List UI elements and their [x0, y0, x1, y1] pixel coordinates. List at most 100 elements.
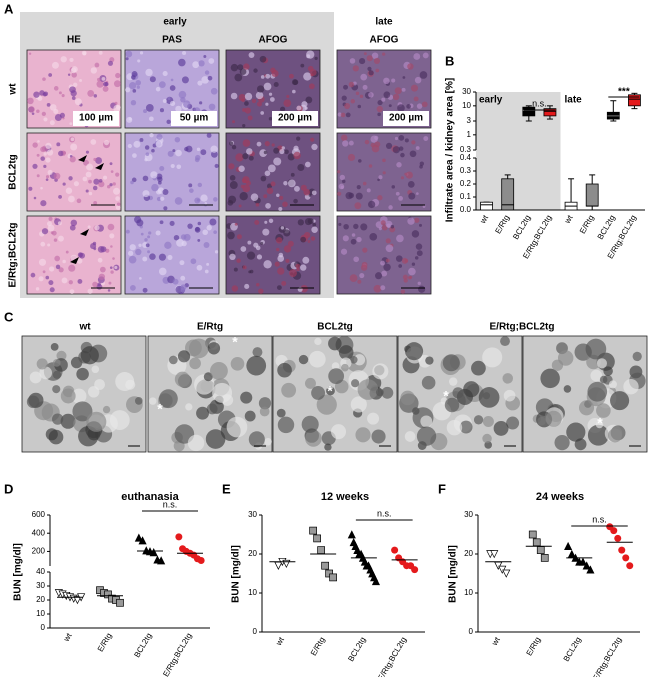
texture: [28, 52, 32, 55]
texture: [116, 105, 121, 110]
texture: [72, 82, 78, 88]
texture: [116, 202, 121, 206]
texture: [68, 195, 75, 203]
texture: [236, 258, 241, 263]
texture: [132, 153, 137, 158]
texture: [210, 145, 218, 153]
texture: [45, 275, 50, 280]
texture: [199, 101, 203, 105]
texture: [258, 397, 272, 410]
texture: [349, 58, 356, 64]
texture: [260, 75, 265, 79]
texture: [125, 87, 131, 93]
texture: [230, 92, 238, 100]
texture: [197, 182, 203, 188]
texture: [419, 71, 428, 79]
texture: [52, 385, 61, 394]
texture: [206, 403, 218, 415]
texture: [351, 233, 356, 237]
texture: [49, 287, 55, 293]
texture: [246, 148, 253, 155]
texture: [381, 97, 386, 102]
texture: [307, 218, 314, 225]
texture: [286, 94, 290, 99]
texture: [71, 72, 77, 78]
texture: [144, 145, 150, 150]
texture: [360, 223, 368, 231]
texture: [566, 422, 586, 442]
texture: [276, 408, 286, 418]
texture: [149, 116, 154, 122]
texture: [348, 192, 355, 199]
texture: [410, 84, 419, 92]
texture: [406, 104, 411, 109]
texture: [297, 219, 304, 226]
texture: [115, 196, 120, 201]
texture: [244, 92, 253, 101]
texture: [296, 136, 301, 141]
texture: [350, 396, 367, 413]
texture: [90, 139, 97, 145]
texture: [42, 270, 46, 274]
texture: [302, 256, 310, 264]
texture: [43, 164, 47, 168]
texture: [209, 218, 217, 226]
texture: [343, 223, 349, 230]
texture: [359, 272, 365, 279]
texture: [294, 185, 300, 192]
texture: [169, 220, 175, 226]
texture: [253, 68, 258, 73]
texture: [163, 206, 168, 211]
texture: [280, 226, 285, 230]
texture: [284, 149, 289, 155]
texture: [70, 137, 75, 142]
texture: [135, 248, 142, 256]
texture: [229, 175, 236, 181]
column-header: AFOG: [370, 35, 399, 46]
texture: [125, 229, 130, 234]
texture: [248, 431, 265, 448]
texture: [129, 244, 136, 251]
texture: [45, 157, 51, 163]
texture: [311, 226, 318, 233]
texture: [177, 350, 191, 363]
y-tick-label: 20: [464, 549, 473, 558]
texture: [101, 76, 106, 81]
texture: [304, 161, 311, 168]
texture: [244, 101, 249, 106]
texture: [87, 225, 91, 229]
texture: [162, 188, 169, 195]
texture: [353, 354, 366, 366]
texture: [56, 350, 67, 361]
texture: [142, 175, 149, 182]
arrowhead: [80, 229, 89, 236]
texture: [330, 424, 347, 440]
texture: [414, 76, 422, 84]
texture: [352, 65, 359, 72]
texture: [109, 162, 113, 166]
texture: [246, 355, 267, 376]
column-header: wt: [78, 322, 91, 333]
texture: [392, 93, 400, 101]
texture: [114, 101, 118, 105]
texture: [112, 182, 116, 186]
texture: [42, 77, 46, 81]
texture: [281, 382, 297, 398]
texture: [324, 443, 332, 451]
texture: [231, 285, 239, 292]
texture: [28, 186, 33, 191]
texture: [401, 257, 408, 264]
texture: [389, 226, 396, 233]
texture: [87, 288, 93, 294]
dot: [325, 569, 333, 578]
texture: [71, 96, 76, 100]
row-header: BCL2tg: [8, 154, 19, 190]
texture: [369, 233, 378, 241]
asterisk: *: [597, 415, 603, 431]
y-tick-label: 30: [464, 510, 473, 519]
texture: [420, 415, 433, 428]
dot: [313, 534, 321, 543]
texture: [383, 77, 390, 85]
texture: [417, 281, 421, 285]
texture: [444, 397, 460, 413]
